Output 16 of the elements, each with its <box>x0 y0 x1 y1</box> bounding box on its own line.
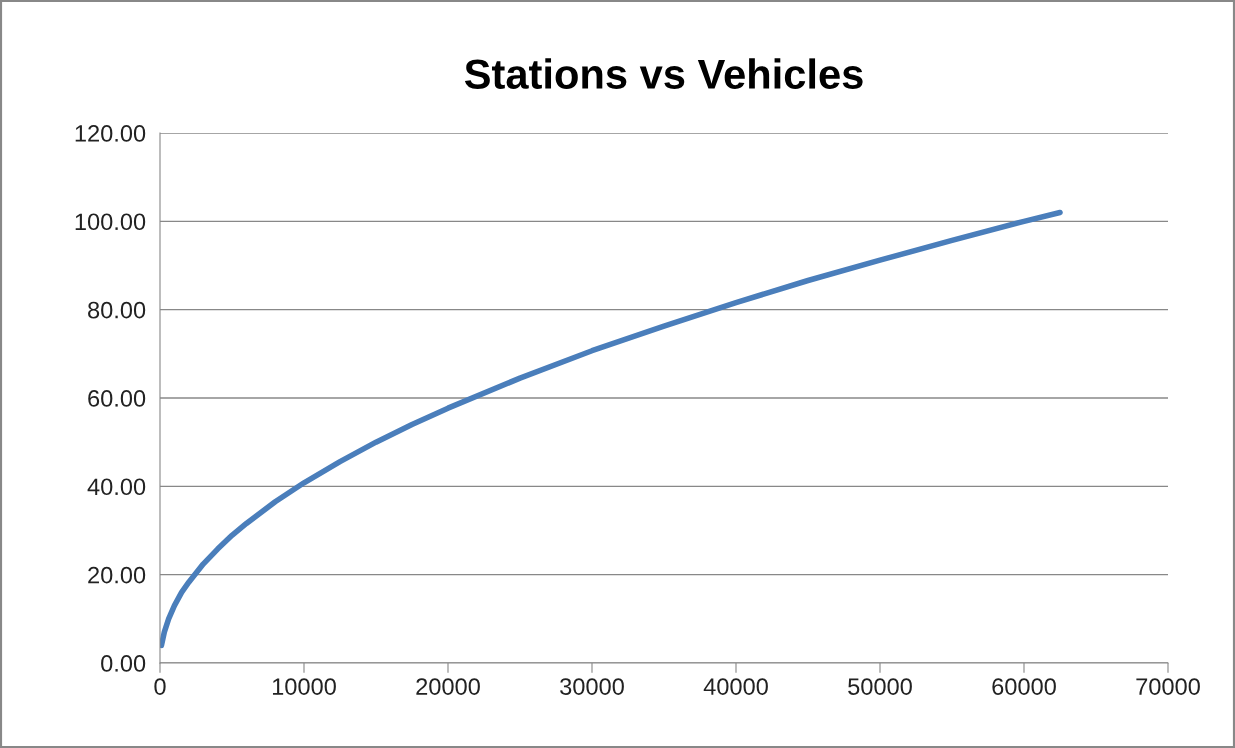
x-tick-label: 50000 <box>848 678 912 695</box>
y-tick-label: 100.00 <box>75 213 146 231</box>
x-tick-label: 70000 <box>1136 678 1200 695</box>
y-tick-label: 120.00 <box>75 125 146 142</box>
y-tick-label: 40.00 <box>87 478 146 496</box>
x-tick-label: 30000 <box>560 678 624 695</box>
x-tick-label: 40000 <box>703 678 768 695</box>
x-tick-label: 20000 <box>416 678 480 695</box>
y-tick-label: 20.00 <box>88 566 146 584</box>
x-tick-label: 60000 <box>992 678 1056 695</box>
y-tick-label: 0.00 <box>101 655 146 672</box>
y-tick-label: 80.00 <box>88 301 146 319</box>
chart-title: Stations vs Vehicles <box>464 58 863 89</box>
x-tick-label: 10000 <box>272 678 336 695</box>
y-tick-label: 60.00 <box>88 390 146 407</box>
x-tick-label: 0 <box>154 678 166 695</box>
